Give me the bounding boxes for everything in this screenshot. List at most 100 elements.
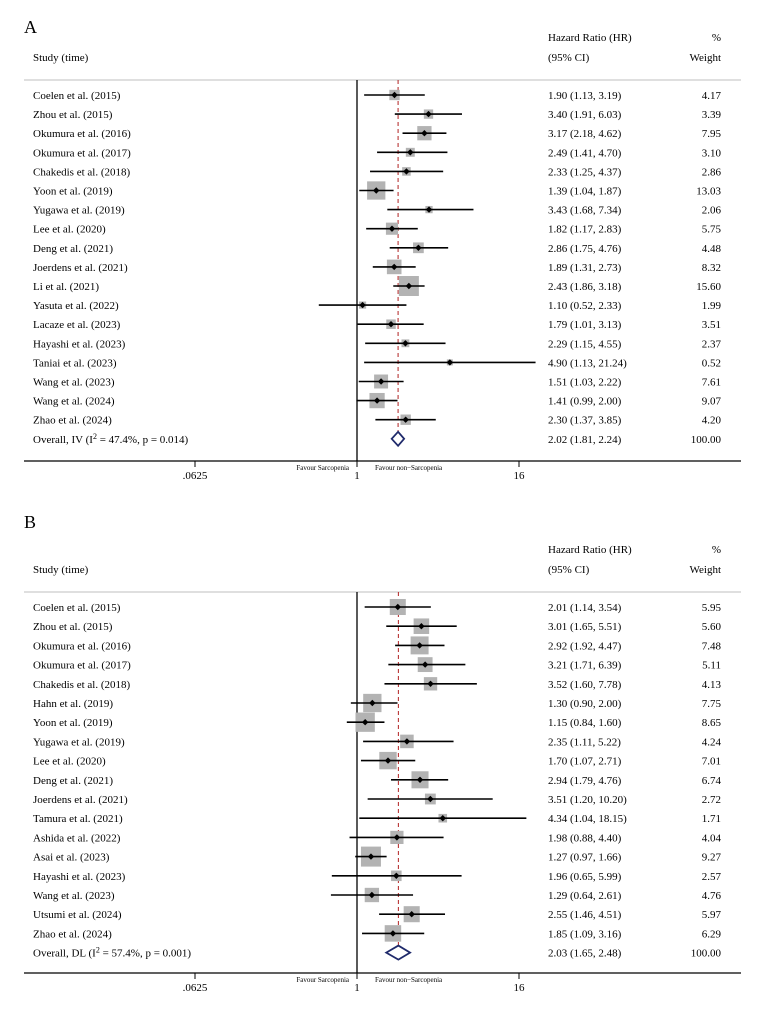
study-label: Okumura et al. (2016) <box>33 128 131 140</box>
study-label: Lacaze et al. (2023) <box>33 319 121 331</box>
favour-right-label: Favour non−Sarcopenia <box>375 976 443 984</box>
study-ci-text: 2.30 (1.37, 3.85) <box>548 415 622 427</box>
study-row: Li et al. (2021) 2.43 (1.86, 3.18) 15.60 <box>33 276 722 296</box>
study-label: Yugawa et al. (2019) <box>33 736 125 748</box>
study-label: Deng et al. (2021) <box>33 775 113 787</box>
forest-panel-a: A Hazard Ratio (HR) (95% CI)% Weight Study (… <box>24 17 741 482</box>
study-label: Joerdens et al. (2021) <box>33 794 128 806</box>
study-row: Coelen et al. (2015) 2.01 (1.14, 3.54) 5.9… <box>33 598 722 616</box>
study-row: Joerdens et al. (2021) 1.89 (1.31, 2.73) 8… <box>33 259 721 275</box>
study-ci-text: 1.41 (0.99, 2.00) <box>548 396 622 408</box>
header-study: Study (time) <box>33 564 89 576</box>
point-estimate <box>446 359 454 366</box>
study-weight: 2.37 <box>702 338 722 350</box>
study-label: Deng et al. (2021) <box>33 243 113 255</box>
study-ci-text: 1.89 (1.31, 2.73) <box>548 262 622 274</box>
study-row: Yoon et al. (2019) 1.39 (1.04, 1.87) 13.03 <box>33 181 722 200</box>
study-weight: 15.60 <box>696 281 721 293</box>
point-estimate <box>427 795 434 803</box>
study-row: Yugawa et al. (2019) 3.43 (1.68, 7.34) 2.0… <box>33 205 722 217</box>
study-ci-text: 1.15 (0.84, 1.60) <box>548 717 622 729</box>
point-estimate <box>373 397 381 404</box>
point-estimate <box>402 416 409 423</box>
study-weight: 5.11 <box>702 660 721 672</box>
study-weight: 7.01 <box>702 756 721 768</box>
study-ci-text: 1.10 (0.52, 2.33) <box>548 300 622 312</box>
point-estimate <box>427 680 434 687</box>
study-weight: 7.75 <box>702 698 722 710</box>
study-label: Okumura et al. (2017) <box>33 660 131 672</box>
study-weight: 7.95 <box>702 128 722 140</box>
header-ci: (95% CI) <box>548 564 590 576</box>
study-weight: 3.39 <box>702 109 722 121</box>
study-weight: 9.27 <box>702 852 722 864</box>
study-ci-text: 2.55 (1.46, 4.51) <box>548 909 622 921</box>
point-estimate <box>416 776 424 783</box>
forest-panel-b: B Hazard Ratio (HR) (95% CI)% Weight Study (… <box>24 512 741 994</box>
study-ci-text: 3.51 (1.20, 10.20) <box>548 794 627 806</box>
study-label: Coelen et al. (2015) <box>33 602 121 614</box>
study-weight: 1.99 <box>702 300 722 312</box>
study-ci-text: 2.35 (1.11, 5.22) <box>548 736 621 748</box>
study-label: Lee et al. (2020) <box>33 756 106 768</box>
study-weight: 4.13 <box>702 679 722 691</box>
point-estimate <box>377 378 385 385</box>
study-label: Yoon et al. (2019) <box>33 186 113 198</box>
study-ci-text: 1.98 (0.88, 4.40) <box>548 832 622 844</box>
point-estimate <box>387 321 395 328</box>
study-label: Ashida et al. (2022) <box>33 832 121 844</box>
study-ci-text: 2.86 (1.75, 4.76) <box>548 243 622 255</box>
point-estimate <box>416 642 423 649</box>
study-ci-text: 1.96 (0.65, 5.99) <box>548 871 622 883</box>
study-ci-text: 3.21 (1.71, 6.39) <box>548 660 622 672</box>
favour-left-label: Favour Sarcopenia <box>296 464 350 472</box>
study-weight: 7.61 <box>702 377 721 389</box>
study-ci-text: 1.30 (0.90, 2.00) <box>548 698 622 710</box>
x-tick-label: 1 <box>354 470 360 482</box>
favour-right-label: Favour non−Sarcopenia <box>375 464 443 472</box>
study-weight: 4.24 <box>702 736 722 748</box>
study-row: Chakedis et al. (2018) 2.33 (1.25, 4.37) 2… <box>33 166 722 178</box>
study-label: Utsumi et al. (2024) <box>33 909 122 921</box>
point-estimate <box>418 623 425 630</box>
panel-letter: B <box>24 512 36 532</box>
study-ci-text: 3.01 (1.65, 5.51) <box>548 621 622 633</box>
study-row: Chakedis et al. (2018) 3.52 (1.60, 7.78) 4… <box>33 677 722 691</box>
overall-row: Overall, DL (I2 = 57.4%, p = 0.001) 2.03 … <box>33 944 722 961</box>
study-label: Chakedis et al. (2018) <box>33 166 130 178</box>
study-label: Okumura et al. (2017) <box>33 147 131 159</box>
overall-weight: 100.00 <box>691 948 722 960</box>
study-row: Ashida et al. (2022) 1.98 (0.88, 4.40) 4.0… <box>33 830 722 844</box>
study-row: Taniai et al. (2023) 4.90 (1.13, 21.24) 0.… <box>33 357 721 369</box>
study-row: Okumura et al. (2017) 3.21 (1.71, 6.39) 5.… <box>33 657 721 673</box>
study-label: Tamura et al. (2021) <box>33 813 123 825</box>
point-estimate <box>439 815 446 822</box>
point-estimate <box>388 225 396 232</box>
study-ci-text: 1.29 (0.64, 2.61) <box>548 890 622 902</box>
study-label: Zhao et al. (2024) <box>33 928 112 940</box>
overall-label: Overall, IV (I2 = 47.4%, p = 0.014) <box>33 432 189 446</box>
header-hazard-ratio: Hazard Ratio (HR) <box>548 32 632 44</box>
header-ci: (95% CI) <box>548 52 590 64</box>
study-row: Utsumi et al. (2024) 2.55 (1.46, 4.51) 5.9… <box>33 906 722 923</box>
study-weight: 6.74 <box>702 775 722 787</box>
study-row: Zhao et al. (2024) 1.85 (1.09, 3.16) 6.29 <box>33 925 722 942</box>
point-estimate <box>421 661 429 668</box>
point-estimate <box>359 301 366 309</box>
study-ci-text: 1.39 (1.04, 1.87) <box>548 186 622 198</box>
study-label: Joerdens et al. (2021) <box>33 262 128 274</box>
study-row: Hahn et al. (2019) 1.30 (0.90, 2.00) 7.75 <box>33 693 722 713</box>
study-row: Yasuta et al. (2022) 1.10 (0.52, 2.33) 1.9… <box>33 300 722 312</box>
study-row: Coelen et al. (2015) 1.90 (1.13, 3.19) 4.1… <box>33 89 722 102</box>
study-weight: 2.72 <box>702 794 721 806</box>
study-row: Hayashi et al. (2023) 2.29 (1.15, 4.55) 2.… <box>33 338 722 350</box>
study-weight: 2.06 <box>702 205 722 217</box>
header-weight: Weight <box>690 564 722 576</box>
study-weight: 4.76 <box>702 890 722 902</box>
point-estimate <box>384 757 392 764</box>
point-estimate <box>361 719 369 726</box>
study-weight: 8.32 <box>702 262 721 274</box>
study-row: Zhou et al. (2015) 3.40 (1.91, 6.03) 3.39 <box>33 109 722 121</box>
favour-left-label: Favour Sarcopenia <box>296 976 350 984</box>
study-label: Coelen et al. (2015) <box>33 90 121 102</box>
